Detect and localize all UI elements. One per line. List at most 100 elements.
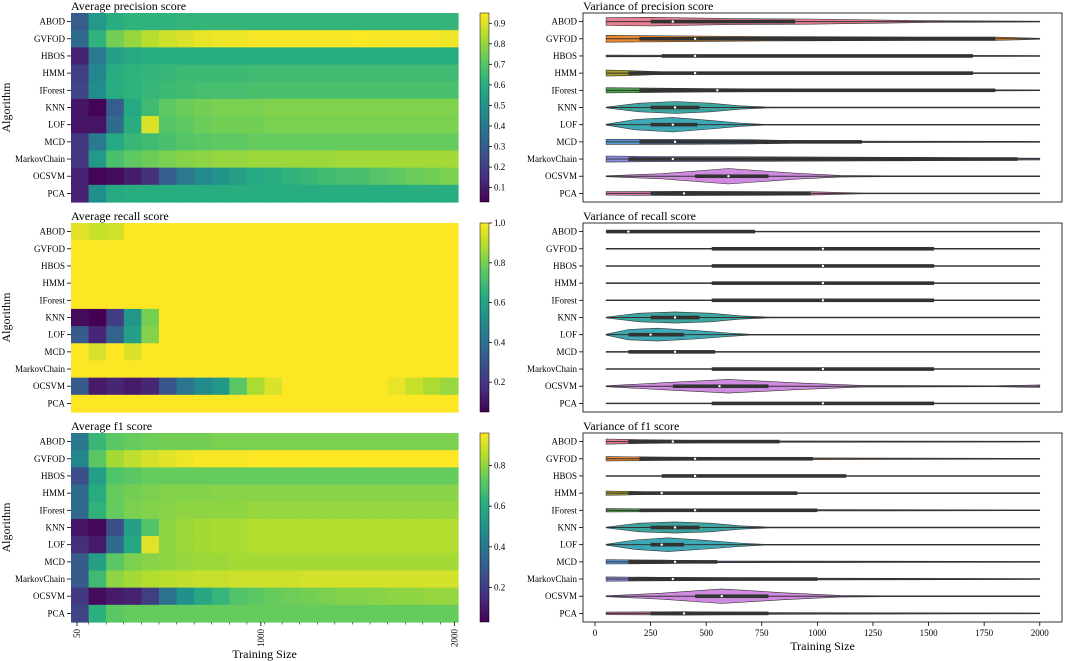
heatmap-cell <box>370 360 389 379</box>
heatmap-cell <box>141 433 160 451</box>
heatmap-cell <box>211 167 230 186</box>
y-tick-label: OCSVM <box>33 381 65 391</box>
heatmap-cell <box>246 433 266 451</box>
heatmap-cell <box>88 223 107 241</box>
y-tick-label: OCSVM <box>545 381 577 391</box>
heatmap-cell <box>387 30 406 48</box>
heatmap-cell <box>246 223 266 241</box>
heatmap-cell <box>194 116 213 134</box>
heatmap-cell <box>211 377 230 396</box>
heatmap-cell <box>176 47 195 66</box>
heatmap-cell <box>440 150 459 169</box>
heatmap-cell <box>158 167 178 186</box>
heatmap-cell <box>211 150 230 169</box>
y-tick-label: HBOS <box>553 261 577 271</box>
heatmap-cell <box>88 291 107 310</box>
heatmap-cell <box>440 587 459 606</box>
heatmap-cell <box>176 150 195 169</box>
heatmap-cell <box>106 81 125 100</box>
heatmap-cell <box>71 360 90 379</box>
heatmap-cell <box>264 13 283 31</box>
heatmap-cell <box>176 81 195 100</box>
violin-median <box>720 595 723 598</box>
heatmap-cell <box>299 133 318 152</box>
heatmap-cell <box>123 291 142 310</box>
heatmap-cell <box>71 167 90 186</box>
y-tick-label: HMM <box>554 68 577 78</box>
heatmap-cell <box>229 167 248 186</box>
heatmap-cell <box>352 433 371 451</box>
heatmap-cell <box>440 360 459 379</box>
heatmap-title: Average precision score <box>71 0 186 13</box>
heatmap-cell <box>264 308 283 327</box>
heatmap-cell <box>299 360 318 379</box>
y-tick-label: MarkovChain <box>527 574 577 584</box>
heatmap-cell <box>246 30 266 48</box>
violin-median <box>682 612 686 615</box>
violin-median <box>682 192 686 195</box>
heatmap-cell <box>88 98 107 117</box>
heatmap-cell <box>317 167 336 186</box>
heatmap-cell <box>106 450 125 468</box>
heatmap-cell <box>352 150 371 169</box>
heatmap-cell <box>123 343 142 362</box>
heatmap-cell <box>246 13 266 31</box>
heatmap-cell <box>88 167 107 186</box>
heatmap-cell <box>123 64 142 83</box>
heatmap-cell <box>211 308 230 327</box>
y-tick-label: HBOS <box>41 51 65 61</box>
heatmap-cell <box>440 47 459 66</box>
heatmap-cell <box>282 150 301 169</box>
colorbar-tick-label: 0.7 <box>494 59 506 69</box>
heatmap-cell <box>71 394 90 413</box>
heatmap-cell <box>176 536 195 554</box>
heatmap-cell <box>71 47 90 66</box>
heatmap-cell <box>422 518 442 537</box>
y-tick-label: KNN <box>46 523 66 533</box>
heatmap-cell <box>405 343 424 362</box>
y-tick-label: HMM <box>554 278 577 288</box>
heatmap-cell <box>387 116 406 134</box>
heatmap-cell <box>405 433 424 451</box>
heatmap-cell <box>123 394 142 413</box>
heatmap-cell <box>246 360 266 379</box>
heatmap-cell <box>158 553 178 572</box>
heatmap-cell <box>141 326 160 344</box>
heatmap-cell <box>282 570 301 589</box>
heatmap-cell <box>88 394 107 413</box>
heatmap-cell <box>422 257 442 276</box>
violin-median <box>671 20 675 23</box>
heatmap-cell <box>264 81 283 100</box>
x-tick-label: 1500 <box>920 628 939 638</box>
y-tick-label: PCA <box>47 398 65 408</box>
heatmap-cell <box>387 377 406 396</box>
heatmap-cell <box>264 116 283 134</box>
heatmap-cell <box>246 116 266 134</box>
colorbar-tick-label: 0.8 <box>494 39 506 49</box>
colorbar <box>480 13 489 202</box>
heatmap-cell <box>352 501 371 520</box>
heatmap-cell <box>352 308 371 327</box>
heatmap-cell <box>370 64 389 83</box>
heatmap-cell <box>317 553 336 572</box>
heatmap-cell <box>299 536 318 554</box>
heatmap-cell <box>352 518 371 537</box>
heatmap-cell <box>405 501 424 520</box>
heatmap-cell <box>176 394 195 413</box>
heatmap-cell <box>211 291 230 310</box>
heatmap-cell <box>334 13 354 31</box>
y-tick-label: ABOD <box>551 17 577 27</box>
heatmap-cell <box>422 167 442 186</box>
heatmap-cell <box>317 223 336 241</box>
violin-median <box>671 123 675 126</box>
heatmap-cell <box>422 553 442 572</box>
heatmap-cell <box>123 587 142 606</box>
heatmap-cell <box>211 47 230 66</box>
heatmap-cell <box>352 167 371 186</box>
heatmap-cell <box>264 64 283 83</box>
heatmap-cell <box>422 184 442 203</box>
heatmap-cell <box>405 394 424 413</box>
heatmap-cell <box>246 98 266 117</box>
heatmap-cell <box>422 360 442 379</box>
heatmap-cell <box>211 223 230 241</box>
